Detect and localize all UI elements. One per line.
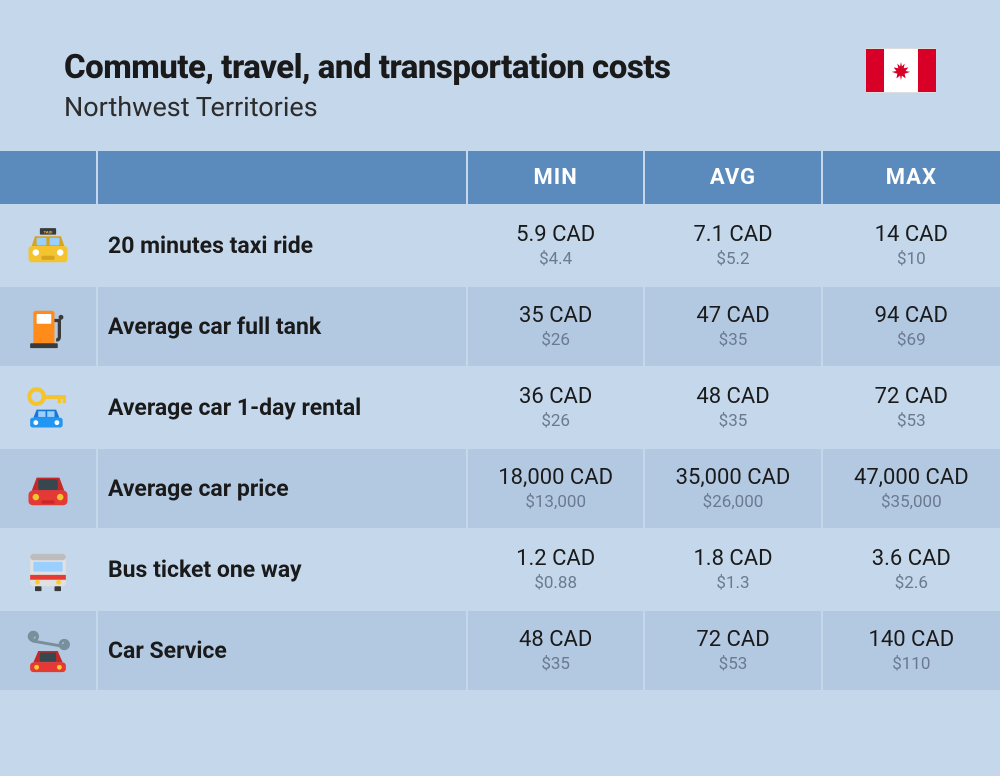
row-label: Average car price (98, 447, 468, 528)
cell-avg: 72 CAD$53 (645, 609, 822, 690)
canada-flag-icon (866, 48, 936, 93)
header-icon-col (0, 151, 98, 204)
maple-leaf-icon (890, 60, 912, 82)
cell-min: 35 CAD$26 (468, 285, 645, 366)
secondary-value: $4.4 (539, 249, 572, 269)
secondary-value: $0.88 (534, 573, 577, 593)
header-label-col (98, 151, 468, 204)
taxi-icon: TAXI (0, 204, 98, 285)
car-icon (0, 447, 98, 528)
secondary-value: $5.2 (716, 249, 749, 269)
cell-min: 48 CAD$35 (468, 609, 645, 690)
cell-avg: 47 CAD$35 (645, 285, 822, 366)
secondary-value: $35 (719, 411, 748, 431)
primary-value: 35,000 CAD (676, 465, 791, 490)
table-row: Average car full tank35 CAD$2647 CAD$359… (0, 285, 1000, 366)
table-row: Car Service48 CAD$3572 CAD$53140 CAD$110 (0, 609, 1000, 690)
page-subtitle: Northwest Territories (64, 91, 866, 123)
cell-avg: 35,000 CAD$26,000 (645, 447, 822, 528)
car-service-icon (0, 609, 98, 690)
secondary-value: $69 (897, 330, 926, 350)
primary-value: 47 CAD (696, 303, 769, 328)
table-row: Average car price18,000 CAD$13,00035,000… (0, 447, 1000, 528)
car-key-icon (0, 366, 98, 447)
page-title: Commute, travel, and transportation cost… (64, 48, 866, 87)
primary-value: 7.1 CAD (693, 222, 772, 247)
primary-value: 72 CAD (696, 627, 769, 652)
table-body: TAXI 20 minutes taxi ride5.9 CAD$4.47.1 … (0, 204, 1000, 690)
row-label: Average car full tank (98, 285, 468, 366)
row-label: Average car 1-day rental (98, 366, 468, 447)
cell-min: 5.9 CAD$4.4 (468, 204, 645, 285)
cell-max: 140 CAD$110 (823, 609, 1000, 690)
cell-max: 72 CAD$53 (823, 366, 1000, 447)
primary-value: 94 CAD (875, 303, 948, 328)
header-max: MAX (823, 151, 1000, 204)
header-avg: AVG (645, 151, 822, 204)
primary-value: 1.8 CAD (693, 546, 772, 571)
header-text: Commute, travel, and transportation cost… (64, 48, 866, 123)
secondary-value: $26,000 (703, 492, 764, 512)
cell-min: 18,000 CAD$13,000 (468, 447, 645, 528)
row-label: Bus ticket one way (98, 528, 468, 609)
secondary-value: $26 (541, 411, 570, 431)
secondary-value: $35,000 (881, 492, 942, 512)
cell-max: 14 CAD$10 (823, 204, 1000, 285)
primary-value: 48 CAD (696, 384, 769, 409)
secondary-value: $53 (719, 654, 748, 674)
row-label: 20 minutes taxi ride (98, 204, 468, 285)
primary-value: 140 CAD (868, 627, 954, 652)
table-row: TAXI 20 minutes taxi ride5.9 CAD$4.47.1 … (0, 204, 1000, 285)
svg-text:TAXI: TAXI (44, 229, 53, 234)
table-row: Bus ticket one way1.2 CAD$0.881.8 CAD$1.… (0, 528, 1000, 609)
primary-value: 18,000 CAD (498, 465, 613, 490)
costs-table: MIN AVG MAX TAXI 20 minutes taxi ride5.9… (0, 151, 1000, 690)
secondary-value: $53 (897, 411, 926, 431)
cell-min: 36 CAD$26 (468, 366, 645, 447)
cell-avg: 48 CAD$35 (645, 366, 822, 447)
secondary-value: $26 (541, 330, 570, 350)
primary-value: 48 CAD (519, 627, 592, 652)
primary-value: 35 CAD (519, 303, 592, 328)
primary-value: 14 CAD (875, 222, 948, 247)
header-min: MIN (468, 151, 645, 204)
primary-value: 5.9 CAD (516, 222, 595, 247)
secondary-value: $1.3 (716, 573, 749, 593)
secondary-value: $13,000 (525, 492, 586, 512)
secondary-value: $110 (892, 654, 930, 674)
cell-avg: 7.1 CAD$5.2 (645, 204, 822, 285)
table-header-row: MIN AVG MAX (0, 151, 1000, 204)
primary-value: 36 CAD (519, 384, 592, 409)
primary-value: 72 CAD (875, 384, 948, 409)
primary-value: 47,000 CAD (854, 465, 969, 490)
secondary-value: $10 (897, 249, 926, 269)
primary-value: 3.6 CAD (872, 546, 951, 571)
secondary-value: $2.6 (895, 573, 928, 593)
row-label: Car Service (98, 609, 468, 690)
cell-max: 94 CAD$69 (823, 285, 1000, 366)
cell-avg: 1.8 CAD$1.3 (645, 528, 822, 609)
fuel-pump-icon (0, 285, 98, 366)
bus-icon (0, 528, 98, 609)
secondary-value: $35 (541, 654, 570, 674)
table-row: Average car 1-day rental36 CAD$2648 CAD$… (0, 366, 1000, 447)
cell-min: 1.2 CAD$0.88 (468, 528, 645, 609)
cell-max: 3.6 CAD$2.6 (823, 528, 1000, 609)
secondary-value: $35 (719, 330, 748, 350)
header: Commute, travel, and transportation cost… (0, 0, 1000, 151)
cell-max: 47,000 CAD$35,000 (823, 447, 1000, 528)
primary-value: 1.2 CAD (516, 546, 595, 571)
